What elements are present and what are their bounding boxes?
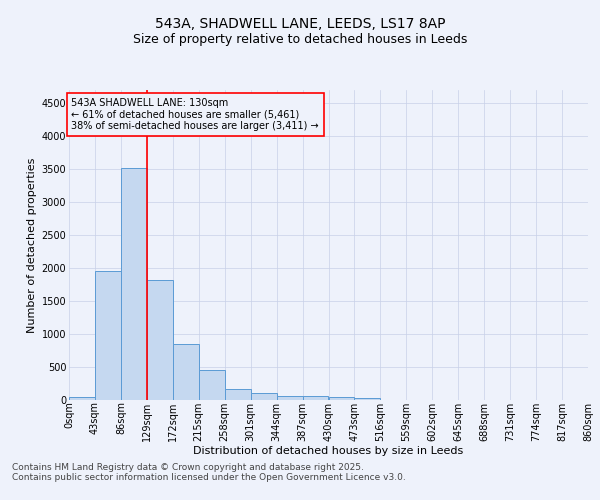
- Bar: [95, 272, 121, 400]
- Bar: [173, 344, 199, 400]
- X-axis label: Distribution of detached houses by size in Leeds: Distribution of detached houses by size …: [193, 446, 464, 456]
- Bar: [224, 389, 251, 400]
- Bar: [147, 280, 173, 400]
- Bar: [121, 168, 147, 400]
- Bar: [251, 393, 277, 400]
- Bar: [329, 396, 355, 400]
- Text: Size of property relative to detached houses in Leeds: Size of property relative to detached ho…: [133, 32, 467, 46]
- Bar: [69, 398, 95, 400]
- Y-axis label: Number of detached properties: Number of detached properties: [28, 158, 37, 332]
- Bar: [199, 370, 224, 400]
- Bar: [302, 396, 329, 400]
- Text: 543A, SHADWELL LANE, LEEDS, LS17 8AP: 543A, SHADWELL LANE, LEEDS, LS17 8AP: [155, 18, 445, 32]
- Bar: [355, 398, 380, 400]
- Text: Contains HM Land Registry data © Crown copyright and database right 2025.
Contai: Contains HM Land Registry data © Crown c…: [12, 462, 406, 482]
- Text: 543A SHADWELL LANE: 130sqm
← 61% of detached houses are smaller (5,461)
38% of s: 543A SHADWELL LANE: 130sqm ← 61% of deta…: [71, 98, 319, 131]
- Bar: [277, 396, 302, 400]
